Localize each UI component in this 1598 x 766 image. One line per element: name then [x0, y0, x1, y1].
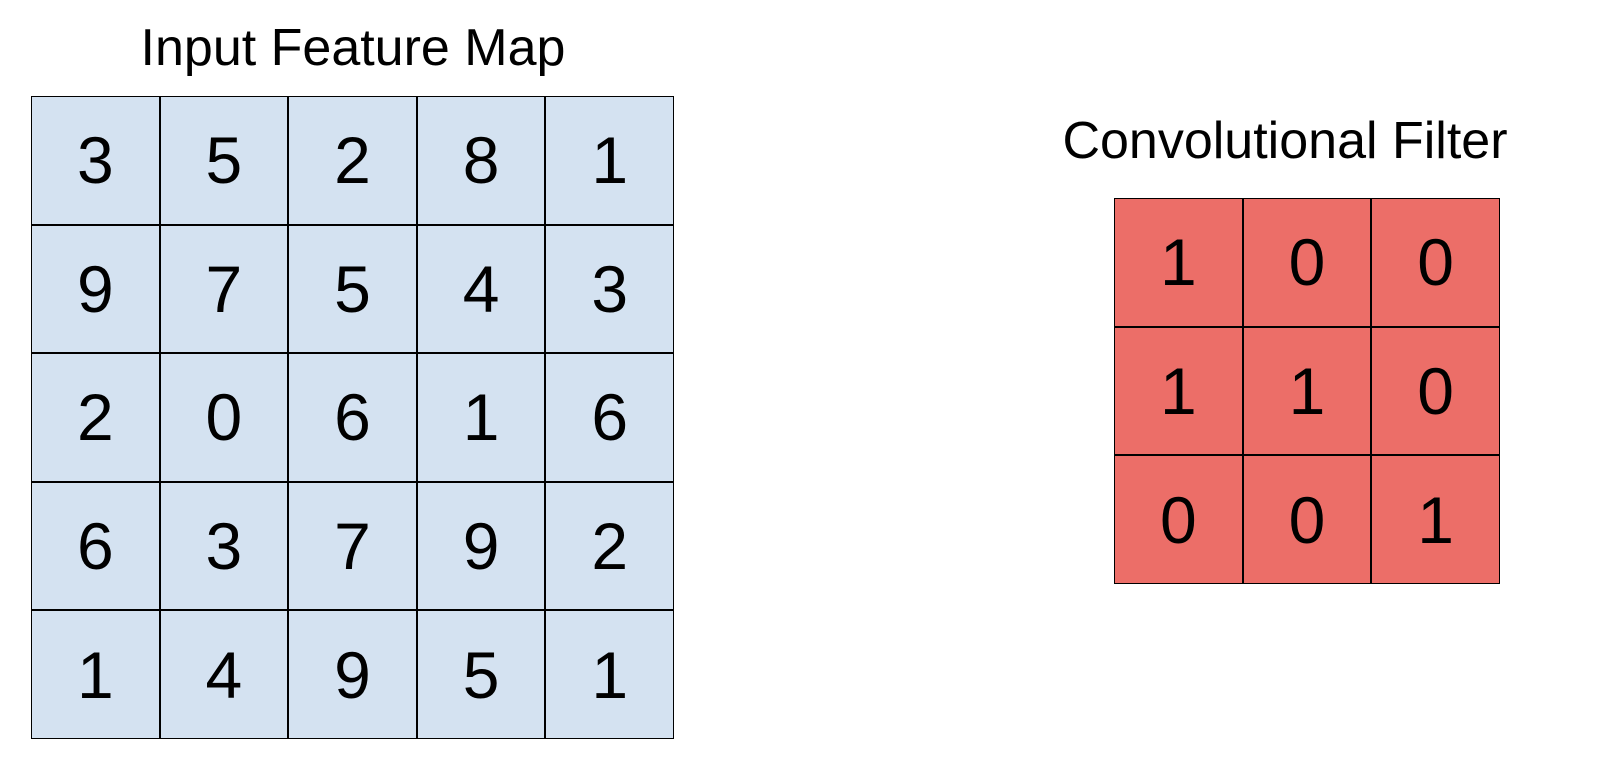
- convolutional-filter-cell-r3-c2: 0: [1243, 456, 1371, 583]
- input-feature-map-cell-r5-c2: 4: [160, 611, 288, 738]
- input-feature-map-cell-r1-c5: 1: [546, 97, 673, 224]
- input-feature-map-cell-r1-c1: 3: [32, 97, 159, 224]
- input-feature-map-cell-r1-c3: 2: [289, 97, 416, 224]
- convolutional-filter-cell-r1-c2: 0: [1243, 199, 1371, 326]
- convolutional-filter-cell-r1-c3: 0: [1372, 199, 1499, 326]
- input-feature-map-cell-r2-c2: 7: [160, 225, 288, 353]
- convolutional-filter-cell-r1-c1: 1: [1115, 199, 1242, 326]
- input-feature-map-cell-r4-c3: 7: [289, 482, 416, 610]
- input-feature-map-cell-r5-c3: 9: [289, 611, 416, 738]
- convolutional-filter-cell-r2-c2: 1: [1243, 327, 1371, 455]
- input-feature-map-cell-r1-c4: 8: [417, 97, 545, 224]
- input-feature-map-title: Input Feature Map: [140, 19, 566, 77]
- convolutional-filter-cell-r3-c1: 0: [1115, 456, 1242, 583]
- input-feature-map-cell-r3-c1: 2: [32, 354, 159, 481]
- input-feature-map-cell-r3-c5: 6: [546, 354, 673, 481]
- input-feature-map-cell-r2-c3: 5: [289, 225, 416, 353]
- input-feature-map-cell-r3-c2: 0: [160, 354, 288, 481]
- input-feature-map-cell-r3-c3: 6: [289, 354, 416, 481]
- input-feature-map-cell-r4-c4: 9: [417, 482, 545, 610]
- input-feature-map-cell-r4-c2: 3: [160, 482, 288, 610]
- input-feature-map-cell-r1-c2: 5: [160, 97, 288, 224]
- input-feature-map-cell-r2-c4: 4: [417, 225, 545, 353]
- input-feature-map-cell-r5-c4: 5: [417, 611, 545, 738]
- input-feature-map-cell-r4-c5: 2: [546, 482, 673, 610]
- convolutional-filter-cell-r2-c1: 1: [1115, 327, 1242, 455]
- convolutional-filter-title: Convolutional Filter: [1062, 112, 1508, 170]
- input-feature-map-cell-r2-c5: 3: [546, 225, 673, 353]
- input-feature-map-cell-r5-c1: 1: [32, 611, 159, 738]
- convolutional-filter-cell-r3-c3: 1: [1372, 456, 1499, 583]
- convolutional-filter-cell-r2-c3: 0: [1372, 327, 1499, 455]
- input-feature-map-cell-r5-c5: 1: [546, 611, 673, 738]
- input-feature-map-cell-r2-c1: 9: [32, 225, 159, 353]
- input-feature-map-cell-r3-c4: 1: [417, 354, 545, 481]
- input-feature-map-cell-r4-c1: 6: [32, 482, 159, 610]
